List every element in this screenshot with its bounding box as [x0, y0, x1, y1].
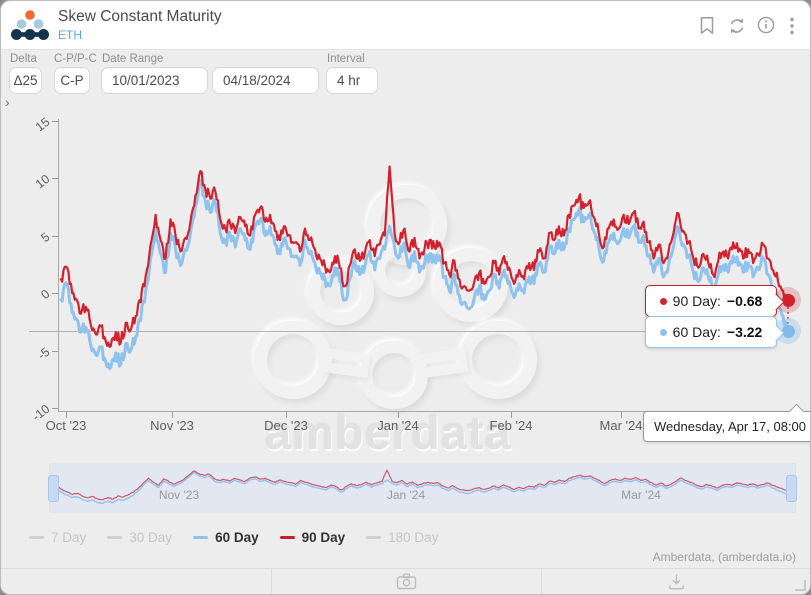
- toolbar-divider: [271, 569, 272, 594]
- legend-item-label: 60 Day: [215, 529, 259, 545]
- date-start-input[interactable]: 10/01/2023: [101, 67, 208, 94]
- navigator-mini-chart[interactable]: [50, 464, 795, 512]
- attribution-text: Amberdata, (amberdata.io): [652, 550, 796, 564]
- legend-item-label: 7 Day: [51, 529, 87, 545]
- tooltip-date: Wednesday, Apr 17, 08:00: [643, 403, 810, 442]
- navigator-x-label: Mar '24: [621, 488, 661, 502]
- tooltip-60-value: −3.22: [726, 324, 763, 340]
- series-60-day-line: [59, 178, 790, 370]
- cp-select[interactable]: C-P: [54, 67, 90, 94]
- x-axis-tick-label: Oct '23: [45, 418, 87, 433]
- legend-item-30-day[interactable]: 30 Day: [107, 530, 172, 545]
- amberdata-logo-icon: [11, 9, 49, 41]
- tooltip-60-day: 60 Day: −3.22: [645, 316, 785, 348]
- info-icon[interactable]: [756, 15, 776, 35]
- resize-corner-icon[interactable]: [795, 580, 806, 591]
- x-axis-line: [58, 411, 792, 412]
- navigator-left-handle[interactable]: [48, 475, 59, 502]
- toolbar-divider: [541, 569, 542, 594]
- download-icon[interactable]: [668, 573, 685, 594]
- legend-item-90-day[interactable]: 90 Day: [279, 529, 346, 545]
- tooltip-90-label: 90 Day:: [672, 293, 721, 309]
- legend-dash-icon: [193, 535, 209, 539]
- delta-select[interactable]: Δ25: [9, 67, 42, 94]
- symbol-label: ETH: [58, 28, 82, 42]
- navigator-60-day-line: [51, 471, 794, 505]
- panel-expand-chevron-icon[interactable]: ›: [5, 94, 10, 110]
- series-90-day-line: [59, 165, 790, 348]
- date-end-input[interactable]: 04/18/2024: [212, 67, 319, 94]
- y-axis-tick-label: -5: [35, 344, 53, 363]
- top-bar: Skew Constant Maturity ETH: [1, 1, 810, 50]
- tooltip-90-day: 90 Day: −0.68: [645, 285, 785, 317]
- tooltip-60-label: 60 Day:: [672, 324, 721, 340]
- tooltip-90-value: −0.68: [726, 293, 763, 309]
- legend-item-label: 90 Day: [301, 529, 346, 545]
- tooltip-date-text: Wednesday, Apr 17, 08:00: [654, 419, 807, 434]
- legend-dash-icon: [29, 535, 44, 539]
- kebab-menu-icon[interactable]: [789, 16, 809, 36]
- bookmark-icon[interactable]: [698, 16, 718, 36]
- navigator-selected-range[interactable]: [50, 464, 795, 512]
- refresh-icon[interactable]: [727, 16, 747, 36]
- page-title: Skew Constant Maturity: [58, 8, 222, 25]
- delta-label: Delta: [10, 53, 37, 65]
- tooltip-60-bullet-icon: [659, 328, 667, 336]
- y-axis-tick-label: 5: [38, 229, 53, 245]
- y-axis-tick-label: 10: [32, 171, 53, 192]
- crosshair-horizontal-line: [29, 331, 791, 332]
- crosshair-vertical-line: [787, 302, 789, 330]
- bottom-toolbar: [1, 568, 810, 594]
- legend-item-60-day[interactable]: 60 Day: [193, 530, 259, 545]
- interval-label: Interval: [327, 53, 365, 65]
- legend-dash-icon: [279, 535, 295, 539]
- interval-select[interactable]: 4 hr: [326, 67, 378, 94]
- x-axis-tick-label: Nov '23: [150, 418, 194, 433]
- main-chart-plot[interactable]: [59, 119, 792, 413]
- y-axis-tick-label: 15: [32, 114, 53, 134]
- series-legend: 7 Day 30 Day 60 Day 90 Day 180 Day: [29, 527, 438, 547]
- navigator-x-label: Nov '23: [158, 488, 200, 502]
- legend-item-label: 30 Day: [129, 529, 173, 545]
- y-axis-tick-label: 0: [38, 286, 53, 303]
- date-range-label: Date Range: [102, 53, 164, 65]
- y-axis-tick-label: -10: [29, 401, 53, 424]
- navigator: [48, 463, 797, 513]
- legend-item-7-day[interactable]: 7 Day: [29, 530, 86, 545]
- navigator-x-label: Jan '24: [386, 488, 426, 502]
- y-axis-line: [58, 119, 59, 412]
- legend-dash-icon: [107, 535, 123, 539]
- legend-item-180-day[interactable]: 180 Day: [366, 530, 438, 545]
- legend-item-label: 180 Day: [388, 529, 439, 545]
- navigator-90-day-line: [51, 469, 794, 501]
- tooltip-90-bullet-icon: [659, 297, 667, 305]
- navigator-right-handle[interactable]: [786, 475, 797, 502]
- camera-icon[interactable]: [396, 573, 417, 594]
- cp-label: C-P/P-C: [54, 53, 97, 65]
- watermark-text: amberdata: [265, 406, 512, 459]
- legend-dash-icon: [366, 535, 382, 539]
